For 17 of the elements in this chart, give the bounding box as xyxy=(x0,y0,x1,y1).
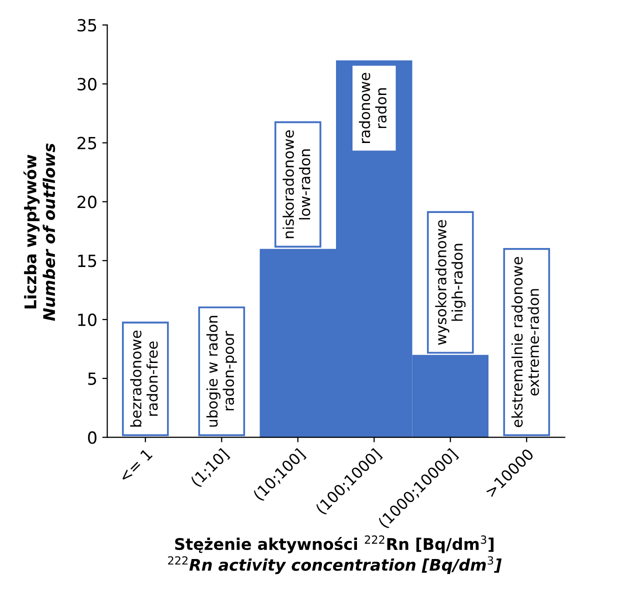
annotation: niskoradonowe low-radon xyxy=(282,130,310,238)
y-tick-label: 10 xyxy=(78,313,96,326)
y-tick-label: 15 xyxy=(78,254,96,268)
annotation: radonowe radon xyxy=(358,72,387,143)
y-tick-label: 30 xyxy=(78,78,96,90)
y-tick-label: 25 xyxy=(78,136,96,150)
x-tick-label: <= 1 xyxy=(118,448,153,483)
y-tick-label: 0 xyxy=(88,431,96,444)
y-tick-label: 5 xyxy=(88,372,96,385)
annotation: bezradonowe radon-free xyxy=(130,330,158,427)
annotation: ekstremalnie radonowe extreme-radon xyxy=(511,257,540,428)
y-axis-title: Liczba wypływów Number of outflows xyxy=(23,144,56,321)
annotation: wysokoradonowe high-radon xyxy=(435,220,466,345)
y-tick-label: 35 xyxy=(78,18,96,32)
text: Stężenie aktywności $^{222}$Rn [Bq/dm$^{3}$] $^{222}$Rn activity concentration [Bq/dm$^{3}$] xyxy=(168,535,502,574)
y-tick-label: 20 xyxy=(78,196,96,208)
annotation: ubogie w radon radon-poor xyxy=(206,316,237,427)
